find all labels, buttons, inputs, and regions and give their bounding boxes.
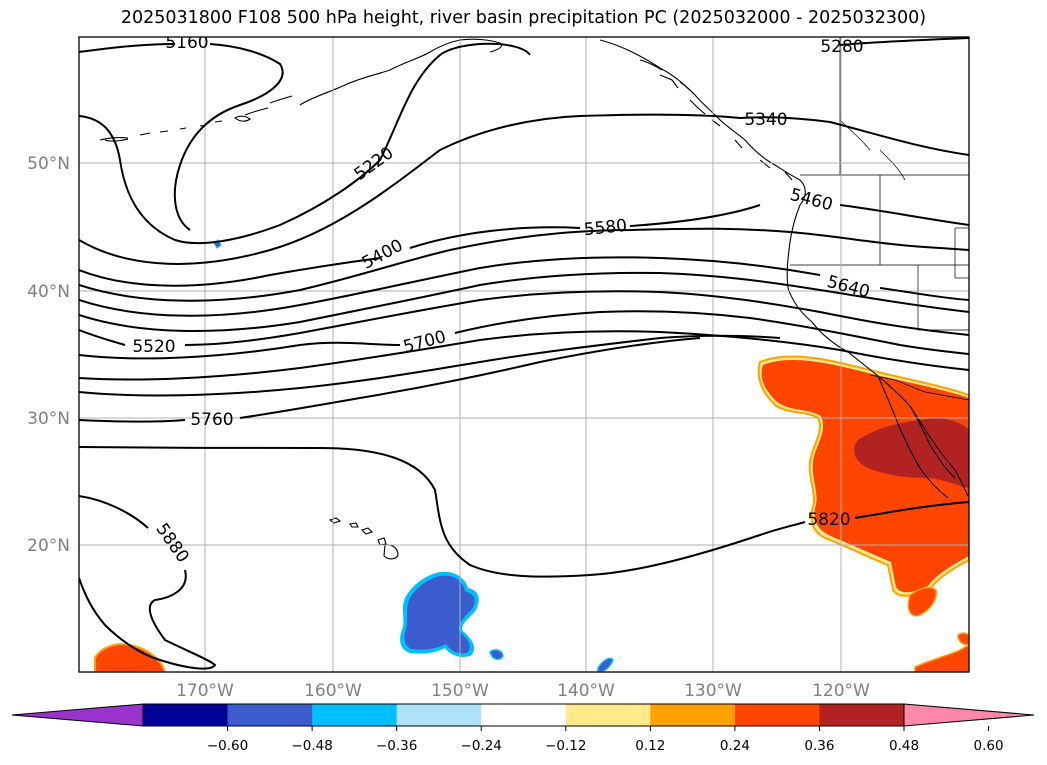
latitude-labels: 50°N 40°N 30°N 20°N [27, 154, 70, 556]
colorbar-extend-max [903, 703, 1035, 727]
chart-title: 2025031800 F108 500 hPa height, river ba… [120, 8, 927, 28]
colorbar-tick-label: 0.48 [889, 738, 919, 754]
colorbar-segment [312, 704, 398, 726]
colorbar-tick-label: −0.48 [291, 738, 332, 754]
colorbar-tick-label: −0.60 [207, 738, 248, 754]
contour-label-5340: 5340 [744, 110, 787, 130]
contour-label-5520: 5520 [132, 337, 175, 357]
colorbar-tick-label: 0.24 [720, 738, 750, 754]
colorbar-segment [481, 704, 567, 726]
colorbar-segment [650, 704, 736, 726]
lon-label-140w: 140°W [557, 681, 615, 701]
precip-negative-region [213, 239, 614, 672]
colorbar-segment [734, 704, 820, 726]
lon-label-150w: 150°W [431, 681, 489, 701]
longitude-labels: 170°W 160°W 150°W 140°W 130°W 120°W [176, 681, 870, 701]
colorbar-tick-label: −0.36 [376, 738, 417, 754]
height-contours [79, 37, 969, 670]
colorbar: −0.60 −0.48 −0.36 −0.24 −0.12 0.12 0.24 0.36 0.4… [11, 703, 1035, 754]
lat-label-20n: 20°N [27, 536, 70, 556]
map-frame [78, 36, 970, 673]
colorbar-segment [227, 704, 313, 726]
graticule [79, 37, 969, 672]
lat-label-40n: 40°N [27, 282, 70, 302]
lat-label-50n: 50°N [27, 154, 70, 174]
political-borders [790, 37, 969, 401]
colorbar-tick-label: −0.12 [545, 738, 586, 754]
contour-label-5160: 5160 [165, 33, 208, 53]
colorbar-outline [142, 703, 905, 727]
colorbar-tick-label: −0.24 [461, 738, 502, 754]
colorbar-extend-min [11, 703, 144, 727]
lat-label-30n: 30°N [27, 409, 70, 429]
lon-label-160w: 160°W [304, 681, 362, 701]
lon-label-120w: 120°W [812, 681, 870, 701]
contour-label-5820: 5820 [807, 510, 850, 530]
lon-label-170w: 170°W [176, 681, 234, 701]
colorbar-segment [565, 704, 651, 726]
colorbar-segment [396, 704, 482, 726]
colorbar-tick-label: 0.12 [635, 738, 665, 754]
colorbar-tick-label: 0.36 [804, 738, 834, 754]
contour-label-5760: 5760 [190, 410, 233, 430]
contour-label-5580: 5580 [583, 216, 628, 240]
colorbar-tick-label: 0.60 [974, 738, 1004, 754]
colorbar-segment [819, 704, 905, 726]
lon-label-130w: 130°W [684, 681, 742, 701]
contour-label-5280: 5280 [820, 37, 863, 57]
colorbar-segment [143, 704, 229, 726]
